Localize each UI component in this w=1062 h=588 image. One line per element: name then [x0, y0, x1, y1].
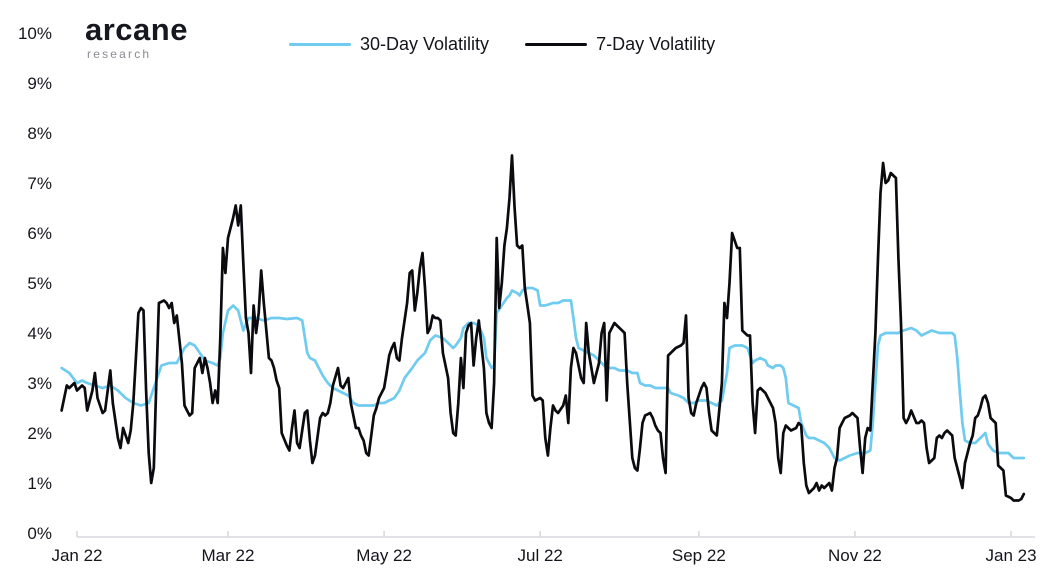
- x-tick-label: Nov 22: [828, 546, 882, 565]
- x-tick-label: May 22: [356, 546, 412, 565]
- x-tick-label: Mar 22: [202, 546, 255, 565]
- y-axis-label: 1%: [27, 474, 52, 493]
- chart-legend: 30-Day Volatility 7-Day Volatility: [289, 34, 715, 55]
- y-axis-label: 7%: [27, 174, 52, 193]
- x-tick-label: Jan 22: [51, 546, 102, 565]
- y-axis-label: 5%: [27, 274, 52, 293]
- y-axis-label: 4%: [27, 324, 52, 343]
- y-axis-label: 9%: [27, 74, 52, 93]
- x-tick-label: Jan 23: [986, 546, 1037, 565]
- x-tick-label: Jul 22: [517, 546, 562, 565]
- legend-label-7d: 7-Day Volatility: [596, 34, 716, 54]
- legend-item-30d: 30-Day Volatility: [289, 34, 489, 55]
- y-axis-label: 6%: [27, 224, 52, 243]
- logo-title: arcane: [85, 12, 188, 47]
- arcane-research-logo: arcane research: [85, 14, 188, 60]
- series-line-30d: [60, 286, 1026, 462]
- legend-label-30d: 30-Day Volatility: [360, 34, 490, 54]
- y-axis-label: 10%: [18, 24, 52, 43]
- y-axis-label: 0%: [27, 524, 52, 543]
- y-axis-label: 8%: [27, 124, 52, 143]
- y-axis-label: 3%: [27, 374, 52, 393]
- y-axis-label: 2%: [27, 424, 52, 443]
- legend-swatch-30d: [289, 42, 351, 47]
- logo-subtitle: research: [87, 47, 152, 61]
- legend-swatch-7d: [525, 42, 588, 47]
- series-line-7d: [60, 154, 1026, 502]
- legend-item-7d: 7-Day Volatility: [525, 34, 715, 55]
- x-tick-label: Sep 22: [672, 546, 726, 565]
